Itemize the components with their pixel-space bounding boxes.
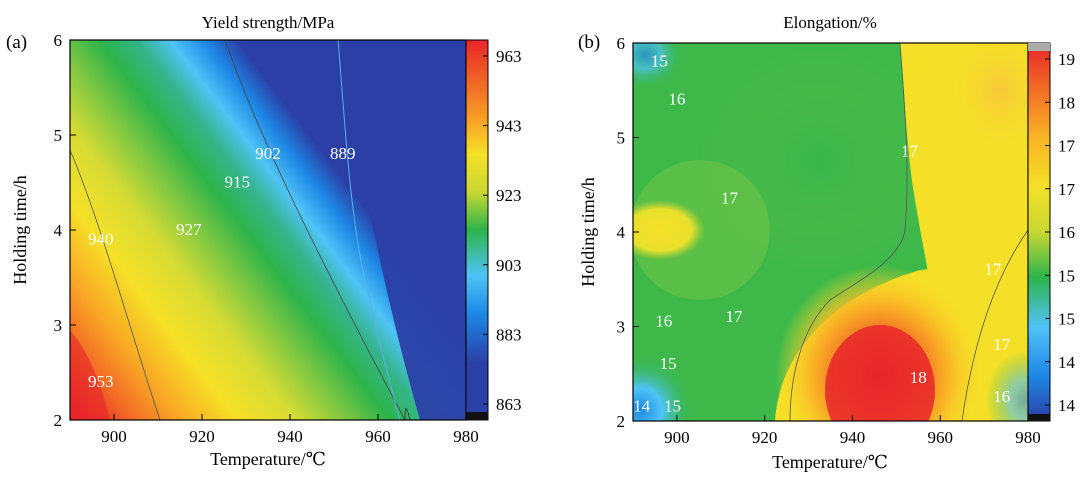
contour-label: 889 — [330, 144, 356, 163]
colorbar-tick-label: 963 — [496, 47, 522, 66]
x-axis-label-b: Temperature/℃ — [772, 452, 888, 472]
contour-label: 902 — [255, 144, 281, 163]
x-tick-label: 920 — [752, 428, 778, 447]
contour-label: 15 — [660, 354, 677, 373]
contour-label: 17 — [984, 260, 1002, 279]
x-tick-label: 900 — [664, 428, 690, 447]
contour-label: 915 — [224, 172, 250, 191]
contour-labels-a: 953 940 927 915 902 889 — [88, 144, 356, 391]
contour-label: 15 — [664, 397, 681, 416]
panel-a: (a) Yield strength/MPa 963 943 923 903 883 86… — [6, 13, 522, 469]
colorbar-tick-label: 14 — [1058, 396, 1076, 415]
heatmap-field-a — [70, 40, 466, 420]
contour-label: 15 — [651, 52, 668, 71]
contour-label: 927 — [176, 220, 202, 239]
contour-label: 940 — [88, 229, 114, 248]
y-ticks-b: 2 3 4 5 6 — [617, 34, 639, 431]
x-axis-label-a: Temperature/℃ — [210, 449, 326, 469]
y-ticks-a: 2 3 4 5 6 — [54, 31, 76, 430]
colorbar-a — [465, 39, 489, 421]
chart-title-a: Yield strength/MPa — [202, 13, 335, 32]
contour-label: 17 — [901, 141, 919, 160]
x-tick-label: 940 — [277, 427, 303, 446]
colorbar-ticks-a: 963 943 923 903 883 863 — [483, 47, 522, 414]
contour-label: 16 — [993, 387, 1010, 406]
y-tick-label: 3 — [617, 318, 626, 337]
y-tick-label: 6 — [617, 34, 626, 53]
panel-label-b: (b) — [578, 32, 600, 53]
heatmap-field-b — [633, 43, 1028, 421]
y-tick-label: 4 — [54, 221, 63, 240]
colorbar-tick-label: 17 — [1058, 137, 1076, 156]
contour-label: 17 — [993, 335, 1011, 354]
x-tick-label: 960 — [927, 428, 953, 447]
x-tick-label: 980 — [453, 427, 479, 446]
contour-label: 17 — [725, 307, 743, 326]
colorbar-tick-label: 15 — [1058, 266, 1075, 285]
y-tick-label: 5 — [617, 129, 626, 148]
colorbar-tick-label: 17 — [1058, 180, 1076, 199]
contour-label: 16 — [655, 312, 672, 331]
y-tick-label: 4 — [617, 223, 626, 242]
y-tick-label: 2 — [54, 411, 63, 430]
x-tick-label: 980 — [1015, 428, 1041, 447]
y-tick-label: 2 — [617, 412, 626, 431]
x-ticks-b: 900 920 940 960 980 — [664, 415, 1041, 447]
x-ticks-a: 900 920 940 960 980 — [101, 414, 479, 446]
chart-title-b: Elongation/% — [783, 13, 876, 32]
contour-label: 16 — [668, 89, 685, 108]
y-axis-label-b: Holding time/h — [578, 177, 598, 287]
x-tick-label: 960 — [365, 427, 391, 446]
colorbar-tick-label: 903 — [496, 256, 522, 275]
x-tick-label: 940 — [840, 428, 866, 447]
x-tick-label: 920 — [189, 427, 215, 446]
colorbar-tick-label: 863 — [496, 395, 522, 414]
contour-label: 14 — [633, 397, 651, 416]
colorbar-tick-label: 923 — [496, 186, 522, 205]
colorbar-tick-label: 14 — [1058, 353, 1076, 372]
y-tick-label: 3 — [54, 316, 63, 335]
contour-label: 18 — [910, 368, 927, 387]
colorbar-tick-label: 883 — [496, 325, 522, 344]
colorbar-ticks-b: 19 18 17 17 16 15 15 14 14 — [1045, 50, 1076, 415]
y-tick-label: 5 — [54, 126, 63, 145]
contour-label: 953 — [88, 372, 114, 391]
contour-label: 17 — [721, 189, 739, 208]
colorbar-tick-label: 15 — [1058, 310, 1075, 329]
colorbar-tick-label: 19 — [1058, 50, 1075, 69]
colorbar-tick-label: 943 — [496, 117, 522, 136]
panel-label-a: (a) — [6, 32, 27, 53]
y-tick-label: 6 — [54, 31, 63, 50]
colorbar-tick-label: 18 — [1058, 93, 1075, 112]
y-axis-label-a: Holding time/h — [10, 175, 30, 285]
x-tick-label: 900 — [101, 427, 127, 446]
colorbar-tick-label: 16 — [1058, 223, 1075, 242]
